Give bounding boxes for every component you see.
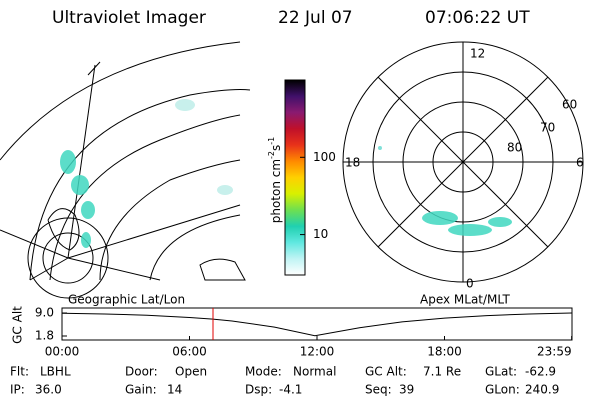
status-value: Normal bbox=[293, 365, 336, 379]
x-tick-label: 18:00 bbox=[427, 345, 462, 359]
status-label: GLon: bbox=[485, 383, 520, 397]
status-value: -4.1 bbox=[279, 383, 302, 397]
status-label: Dsp: bbox=[245, 383, 272, 397]
status-value: 36.0 bbox=[35, 383, 62, 397]
status-value: -62.9 bbox=[525, 365, 556, 379]
status-value: 7.1 Re bbox=[423, 365, 461, 379]
colorbar-label: photon cm-2s-1 bbox=[267, 137, 283, 224]
status-value: Open bbox=[175, 365, 207, 379]
x-tick-label: 00:00 bbox=[45, 345, 80, 359]
time: 07:06:22 UT bbox=[425, 8, 530, 28]
map-caption: Geographic Lat/Lon bbox=[68, 293, 185, 307]
left-map bbox=[0, 41, 251, 299]
mlt-label: 0 bbox=[466, 277, 474, 291]
mlt-label: 12 bbox=[470, 47, 485, 61]
date: 22 Jul 07 bbox=[278, 8, 353, 28]
status-label: Mode: bbox=[245, 365, 282, 379]
y-tick-label: 1.8 bbox=[35, 329, 54, 343]
status-label: IP: bbox=[10, 383, 25, 397]
status-label: GLat: bbox=[485, 365, 517, 379]
x-tick-label: 23:59 bbox=[537, 345, 572, 359]
title: Ultraviolet Imager bbox=[52, 8, 206, 28]
x-tick-label: 06:00 bbox=[172, 345, 207, 359]
lat-label: 60 bbox=[562, 98, 577, 112]
status-label: Door: bbox=[125, 365, 158, 379]
mlt-label: 18 bbox=[345, 156, 360, 170]
status-value: LBHL bbox=[40, 365, 71, 379]
y-tick-label: 9.0 bbox=[35, 306, 54, 320]
lat-label: 70 bbox=[540, 121, 555, 135]
colorbar-tick-label: 10 bbox=[313, 227, 328, 241]
polar-caption: Apex MLat/MLT bbox=[420, 293, 510, 307]
status-label: Flt: bbox=[10, 365, 29, 379]
status-label: Seq: bbox=[365, 383, 392, 397]
colorbar-tick-label: 100 bbox=[313, 150, 336, 164]
mlt-label: 6 bbox=[576, 156, 584, 170]
status-value: 240.9 bbox=[525, 383, 559, 397]
altitude-line bbox=[61, 312, 572, 337]
lat-label: 80 bbox=[507, 141, 522, 155]
status-label: Gain: bbox=[125, 383, 157, 397]
status-value: 14 bbox=[167, 383, 182, 397]
altitude-ylabel: GC Alt bbox=[11, 306, 25, 344]
status-label: GC Alt: bbox=[365, 365, 407, 379]
status-value: 39 bbox=[399, 383, 414, 397]
x-tick-label: 12:00 bbox=[300, 345, 335, 359]
polar-grid bbox=[342, 41, 584, 283]
colorbar bbox=[284, 79, 306, 276]
